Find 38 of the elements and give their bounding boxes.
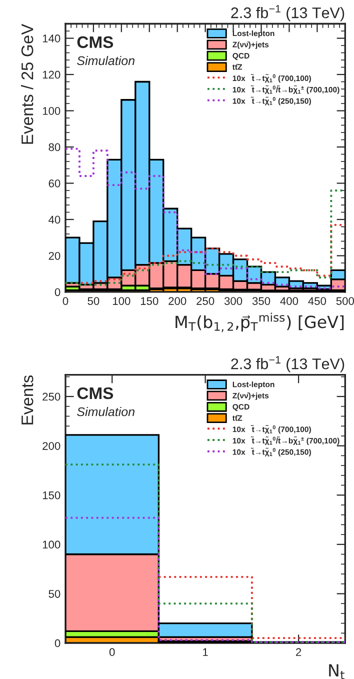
x-tick-label: 2 (296, 648, 302, 656)
x-tick-label: 150 (140, 297, 158, 305)
x-tick-label: 350 (252, 297, 270, 305)
y-tick-label: 150 (42, 491, 60, 500)
y-tick-label: 250 (42, 392, 60, 401)
x-tick-label: 1 (203, 648, 208, 656)
y-tick-label: 140 (42, 34, 60, 42)
y-axis-title: Events (22, 375, 34, 424)
chart-title: 2.3 fb$^{−1}$ (13 TeV) (231, 356, 344, 372)
annotation: Simulation (77, 56, 134, 66)
y-tick-label: 20 (48, 252, 60, 260)
annotation: Simulation (77, 406, 134, 416)
y-tick-label: 60 (48, 180, 60, 188)
y-tick-label: 50 (48, 590, 60, 598)
y-tick-label: 0 (54, 639, 60, 648)
x-tick-label: 300 (224, 297, 242, 305)
x-axis-title: M$_{T}$(b$_{1,2}$,p⃗$_{T}$$^{miss}$) [GeV] (176, 312, 344, 332)
x-tick-label: 200 (168, 297, 186, 305)
y-tick-label: 80 (48, 143, 60, 152)
y-tick-label: 200 (42, 442, 60, 450)
x-tick-label: 450 (308, 297, 326, 305)
y-tick-label: 100 (42, 107, 60, 115)
x-axis-title: N$_{t}$ (329, 664, 344, 679)
x-tick-label: 0 (62, 297, 68, 305)
y-axis-title: Events / 25 GeV (21, 24, 34, 144)
x-tick-label: 250 (196, 297, 214, 305)
y-tick-label: 0 (54, 288, 60, 296)
y-tick-label: 100 (42, 540, 60, 549)
y-tick-label: 40 (48, 216, 60, 224)
x-tick-label: 0 (109, 648, 115, 656)
y-tick-label: 120 (42, 70, 60, 79)
annotation: CMS (77, 36, 114, 48)
x-tick-label: 100 (113, 297, 130, 305)
x-tick-label: 400 (280, 297, 298, 305)
x-tick-label: 500 (336, 297, 354, 305)
x-tick-label: 50 (88, 297, 100, 305)
chart-title: 2.3 fb$^{−1}$ (13 TeV) (231, 5, 344, 22)
annotation: CMS (77, 387, 114, 400)
